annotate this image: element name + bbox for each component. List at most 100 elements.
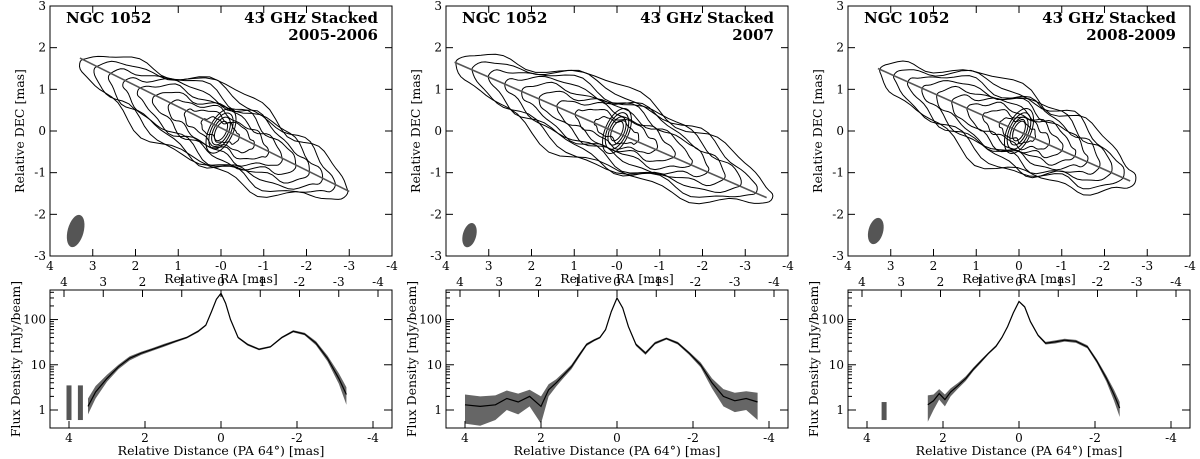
contour-level: [122, 77, 310, 184]
core-contour: [205, 108, 237, 154]
x-tick-label: -4: [763, 431, 775, 445]
y-tick-label: 10: [427, 358, 442, 372]
x-tick-label: -1: [654, 259, 666, 273]
top-x-tick-label: -1: [650, 275, 662, 289]
contour-level: [93, 60, 336, 193]
uncertainty-band: [927, 300, 1120, 422]
ridge-line: [877, 67, 1131, 182]
noise-bar: [77, 385, 83, 421]
top-x-tick-label: -2: [690, 275, 702, 289]
x-tick-label: 1: [972, 259, 980, 273]
flux-profile-line: [87, 292, 347, 407]
top-x-tick-label: 4: [858, 275, 866, 289]
y-tick-label: 10: [829, 358, 844, 372]
noise-bar: [66, 385, 72, 421]
y-tick-label: -3: [832, 249, 844, 263]
contour-level: [78, 55, 349, 200]
x-axis-label: Relative RA [mas]: [962, 271, 1076, 286]
epoch-label: 2007: [732, 26, 774, 44]
contour-panel-1: 4 3 2 1 -0 -1 -2 -3 -4 3 2 1 0 -1 -2 -3 Relative RA [mas…: [12, 0, 398, 286]
y-axis-label: Relative DEC [mas]: [810, 69, 825, 193]
x-tick-label: -4: [1165, 431, 1177, 445]
contour-level: [455, 53, 774, 205]
y-axis-label: Flux Density [mJy/beam]: [404, 281, 419, 437]
y-tick-label: 1: [434, 82, 442, 96]
core-contour: [213, 120, 229, 142]
x-tick-label: -2: [1099, 259, 1111, 273]
x-axis-label: Relative Distance (PA 64°) [mas]: [916, 443, 1123, 458]
contour-level: [593, 115, 640, 145]
x-tick-label: -3: [343, 259, 355, 273]
core-contour: [604, 112, 630, 150]
y-tick-label: 3: [836, 0, 844, 13]
y-tick-label: 3: [434, 0, 442, 13]
top-x-tick-label: -1: [1052, 275, 1064, 289]
y-tick-label: 10: [31, 358, 46, 372]
top-x-tick-label: -4: [768, 275, 780, 289]
top-x-tick-label: 0: [1015, 275, 1023, 289]
x-tick-label: 2: [939, 431, 947, 445]
contour-level: [487, 69, 742, 194]
x-tick-label: -2: [1089, 431, 1101, 445]
contour-level: [183, 108, 255, 154]
y-tick-label: 2: [836, 41, 844, 55]
epoch-label: 2008-2009: [1086, 26, 1176, 44]
panel-title: 43 GHz Stacked: [1042, 9, 1176, 27]
top-x-tick-label: -3: [729, 275, 741, 289]
top-x-tick-label: 2: [937, 275, 945, 289]
panel-title: 43 GHz Stacked: [244, 9, 378, 27]
top-x-tick-label: -2: [1092, 275, 1104, 289]
x-tick-label: 3: [887, 259, 895, 273]
y-tick-label: -2: [430, 207, 442, 221]
x-tick-label: 1: [174, 259, 182, 273]
top-x-tick-label: -3: [1131, 275, 1143, 289]
x-tick-label: 0: [1015, 431, 1023, 445]
y-tick-label: 0: [836, 124, 844, 138]
y-tick-label: -2: [832, 207, 844, 221]
top-x-tick-label: 3: [495, 275, 503, 289]
x-tick-label: 4: [844, 259, 852, 273]
x-tick-label: 0: [1015, 259, 1023, 273]
x-tick-label: -4: [1184, 259, 1196, 273]
y-tick-label: -3: [430, 249, 442, 263]
top-x-tick-label: 1: [574, 275, 582, 289]
x-tick-label: 2: [141, 431, 149, 445]
y-tick-label: 1: [836, 82, 844, 96]
x-tick-label: 2: [132, 259, 140, 273]
x-tick-label: 4: [461, 431, 469, 445]
top-x-tick-label: 1: [178, 275, 186, 289]
top-x-tick-label: 4: [60, 275, 68, 289]
x-tick-label: 4: [863, 431, 871, 445]
top-x-tick-label: -4: [372, 275, 384, 289]
x-tick-label: -3: [739, 259, 751, 273]
top-x-tick-label: -4: [1170, 275, 1182, 289]
x-axis-label: Relative Distance (PA 64°) [mas]: [514, 443, 721, 458]
core-contour: [607, 116, 627, 146]
flux-profile-line: [464, 296, 758, 408]
x-axis-label: Relative RA [mas]: [164, 271, 278, 286]
contour-level: [107, 68, 324, 190]
x-tick-label: 1: [570, 259, 578, 273]
core-contour: [211, 116, 231, 146]
x-tick-label: 2: [528, 259, 536, 273]
top-x-tick-label: 4: [456, 275, 464, 289]
uncertainty-band: [465, 297, 758, 426]
top-x-tick-label: -1: [254, 275, 266, 289]
top-x-tick-label: 0: [613, 275, 621, 289]
beam-ellipse: [462, 223, 477, 248]
y-tick-label: 1: [38, 82, 46, 96]
top-x-tick-label: 2: [139, 275, 147, 289]
flux-profile-line: [927, 300, 1121, 409]
y-tick-label: -1: [832, 166, 844, 180]
source-label: NGC 1052: [66, 9, 151, 27]
x-tick-label: 2: [537, 431, 545, 445]
y-tick-label: 100: [419, 313, 442, 327]
x-tick-label: 3: [89, 259, 97, 273]
x-tick-label: -3: [1141, 259, 1153, 273]
beam-ellipse: [66, 214, 85, 248]
x-tick-label: 4: [442, 259, 450, 273]
core-contour: [602, 107, 632, 155]
contour-level: [471, 61, 758, 198]
x-tick-label: -4: [386, 259, 398, 273]
ridge-line: [79, 57, 350, 193]
